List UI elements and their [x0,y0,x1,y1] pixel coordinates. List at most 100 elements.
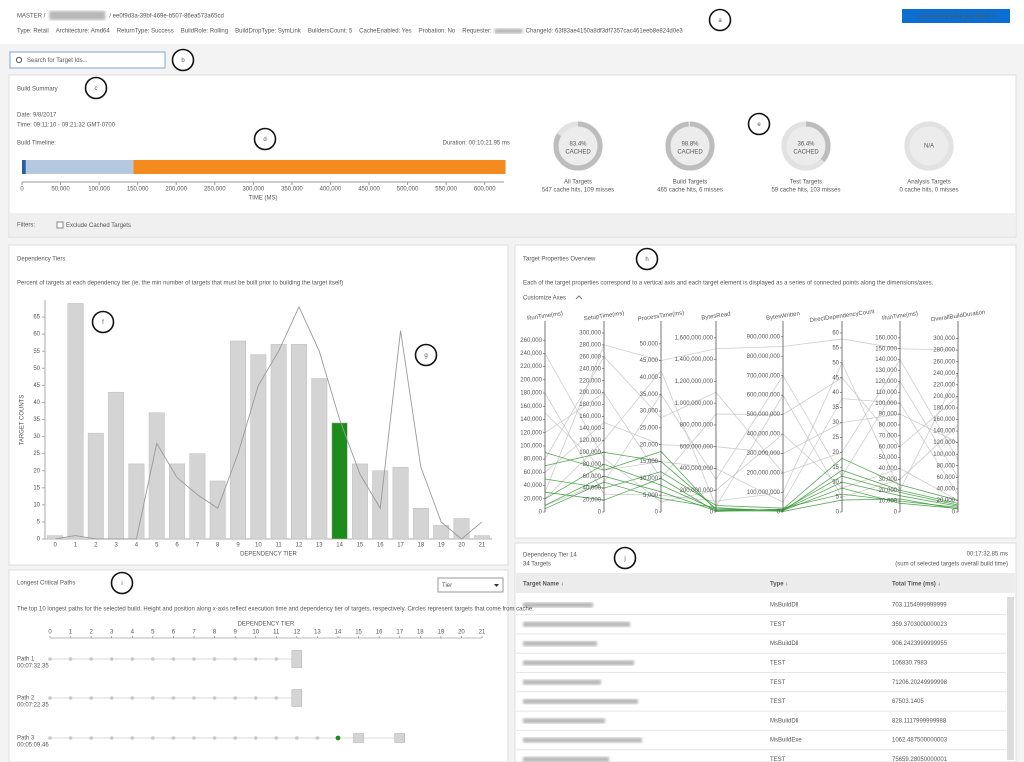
y-tick-label: 15 [33,485,40,491]
meta-item: Type: Retail [17,29,49,35]
axis-tick-label: 280,000 [579,342,601,348]
x-tick-label: 9 [236,543,240,549]
x-tick-label: 3 [114,543,118,549]
axis-tick-label: 0 [952,510,956,516]
axis-tick-label: 240,000 [933,371,955,377]
table-cell: 75659.28050000001 [892,757,948,762]
cached-target [109,696,114,700]
meta-item: BuildersCount: 5 [308,29,353,35]
bar [169,463,186,540]
axis-tick-label: 100,000 [933,452,955,458]
build-time: Time: 09:11:10 - 09:21:32 GMT-0700 [17,123,116,129]
table-cell: 359.3703000000023 [892,622,948,628]
axis-tick-label: 260,000 [933,359,955,365]
x-tick-label: 18 [418,543,425,549]
feedback-button[interactable] [902,9,1010,23]
built-target [353,733,364,743]
axis-tick-label: 40,000 [937,486,956,492]
axis-tick-label: 140,000 [579,426,601,432]
search-placeholder[interactable]: Search for Target Ids... [27,58,88,64]
axis-tick-label: 0 [539,510,543,516]
y-tick-label: 55 [33,349,40,355]
redacted-text [523,718,605,724]
axis-tick-label: 70,000 [879,433,898,439]
cached-target [274,736,279,740]
cached-target [68,657,73,661]
axis-tick-label: 40,000 [640,375,659,381]
meta-item: Requester: [462,29,492,35]
customize-caret[interactable] [575,295,583,300]
donut-name: Test Targets [790,180,822,186]
cached-target [68,696,73,700]
column-header[interactable]: Target Name ↓ [523,582,564,588]
table-cell: MsBuildExe [770,738,802,744]
x-tick-label: 11 [276,543,283,549]
cached-target [253,696,258,700]
meta-item: ReturnType: Success [117,29,174,35]
column-header[interactable]: Type ↓ [770,582,788,588]
bar [311,378,328,540]
cached-target [109,657,114,661]
callout-circle [414,343,438,367]
redacted-text [523,737,642,743]
target-count: 34 Targets [523,562,551,568]
axis-tick-label: 200,000 [579,390,601,396]
customize-axes[interactable]: Customize Axes [523,296,566,302]
cached-target [274,657,279,661]
axis-tick-label: 220,000 [933,382,955,388]
x-tick-label: 9 [233,630,237,636]
donut-caption: CACHED [793,150,819,156]
filter-bar [10,213,1015,236]
column-header[interactable]: Total Time (ms) ↓ [892,582,940,588]
x-tick-label: 350,000 [281,187,303,193]
filter-option[interactable]: Exclude Cached Targets [66,223,131,229]
table-cell: MsBuildDll [770,718,798,724]
x-tick-label: 12 [296,543,303,549]
callout-circle [747,112,771,136]
x-tick-label: 16 [377,543,384,549]
axis-tick-label: 20 [832,450,839,456]
cached-target [212,657,217,661]
built-target [394,733,405,743]
trend-line [55,305,483,540]
feedback-button-label[interactable]: Let us know what you think! > [917,14,996,20]
dropdown-label[interactable]: Tier [442,583,452,589]
x-tick-label: 0 [48,630,52,636]
x-tick-label: 500,000 [397,187,419,193]
callout-letter: j [623,556,625,562]
critical-paths-panel [8,569,509,762]
axis-tick-label: 60 [832,331,839,337]
axis-tick-label: 120,000 [579,438,601,444]
y-tick-label: 60 [33,332,40,338]
search-box[interactable] [9,51,166,69]
y-tick-label: 25 [33,451,40,457]
y-tick-label: 35 [33,417,40,423]
panel-title: Dependency Tier 14 [523,553,577,559]
axis-tick-label: 30,000 [879,477,898,483]
checkbox[interactable] [56,221,64,229]
cached-target [315,736,320,740]
axis-tick-label: 200,000,000 [680,488,714,494]
x-tick-label: 150,000 [127,187,149,193]
donut-arc [553,121,603,171]
axis-tick-label: 180,000 [933,406,955,412]
axis-tick-label: 5 [836,495,840,501]
y-axis-label: TARGET COUNTS [20,395,26,446]
cached-target [89,696,93,700]
path-name: Path 3 [17,736,35,742]
cached-target [130,736,135,740]
donut-detail: 59 cache hits, 103 misses [771,188,840,194]
panel-title: Target Properties Overview [523,257,596,263]
x-tick-label: 15 [355,630,362,636]
axis-tick-label: 45 [832,375,839,381]
table-cell: 1062.487500000003 [892,738,948,744]
axis-tick-label: 15,000 [640,459,659,465]
tier-dropdown[interactable] [437,577,504,593]
bar [392,467,409,540]
cached-target [89,736,93,740]
scrollbar[interactable] [1007,597,1014,760]
bar [148,412,165,540]
redacted-text [523,699,638,704]
axis-tick-label: 140,000 [520,417,542,423]
